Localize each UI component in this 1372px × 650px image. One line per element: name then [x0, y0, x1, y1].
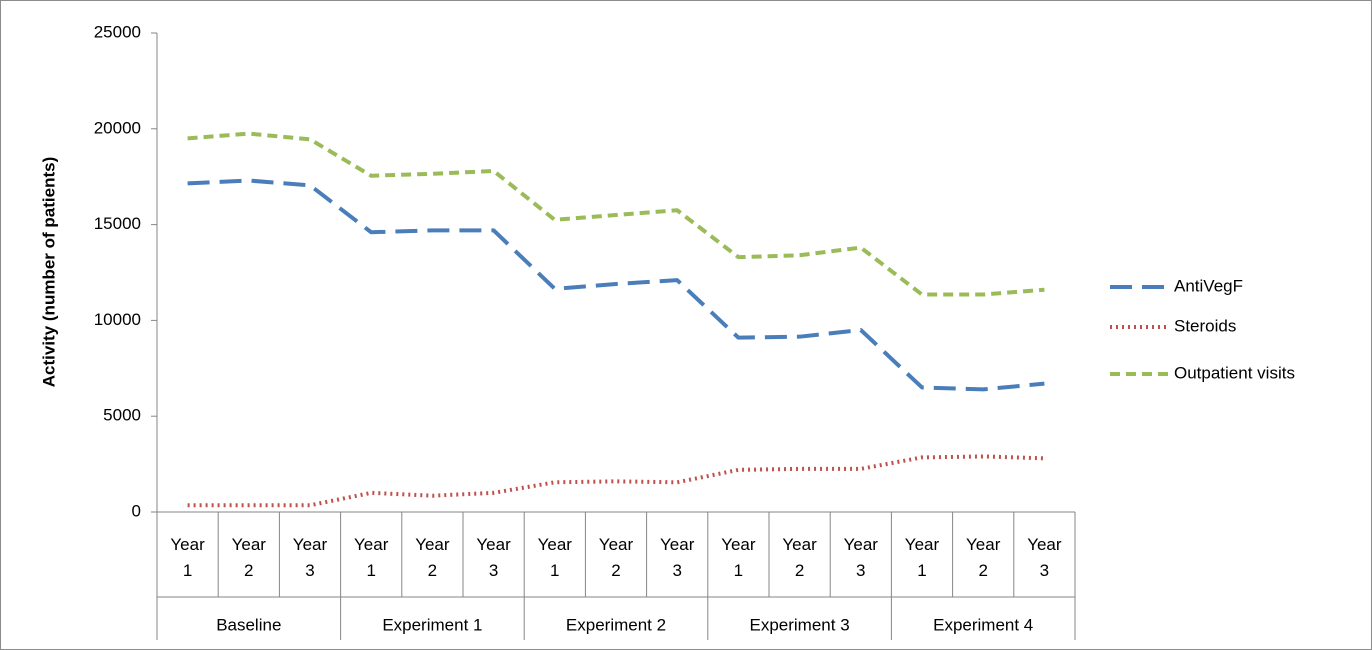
x-tick-label: Year 2: [598, 535, 634, 580]
group-label: Experiment 2: [566, 615, 666, 634]
group-label: Experiment 1: [382, 615, 482, 634]
legend-label: Steroids: [1174, 316, 1236, 335]
legend-label: AntiVegF: [1174, 276, 1243, 295]
x-tick-label: Year 2: [415, 535, 450, 580]
x-tick-label: Year 1: [354, 535, 389, 580]
group-label: Baseline: [216, 615, 281, 634]
y-tick-label: 15000: [94, 214, 141, 233]
y-axis-title: Activity (number of patients): [39, 157, 58, 387]
x-tick-label: Year 2: [782, 535, 817, 580]
x-tick-label: Year 3: [660, 535, 695, 580]
series-line: [187, 178, 1045, 392]
group-label: Experiment 4: [933, 615, 1033, 634]
x-tick-label: Year 3: [843, 535, 878, 580]
x-tick-label: Year 3: [476, 535, 511, 580]
y-tick-label: 5000: [103, 406, 141, 425]
group-label: Experiment 3: [750, 615, 850, 634]
x-tick-label: Year 1: [904, 535, 940, 580]
x-tick-label: Year 1: [721, 535, 756, 580]
legend-label: Outpatient visits: [1174, 363, 1295, 382]
x-tick-label: Year 2: [966, 535, 1001, 580]
x-tick-label: Year 1: [170, 535, 205, 580]
series-line: [187, 131, 1045, 297]
x-tick-label: Year 2: [231, 535, 266, 580]
x-tick-label: Year 3: [1027, 535, 1062, 580]
y-tick-label: 20000: [94, 118, 141, 137]
y-tick-label: 10000: [94, 310, 141, 329]
x-tick-label: Year 3: [292, 535, 328, 580]
y-tick-label: 0: [132, 501, 141, 520]
y-tick-label: 25000: [94, 22, 141, 41]
x-tick-label: Year 1: [537, 535, 572, 580]
